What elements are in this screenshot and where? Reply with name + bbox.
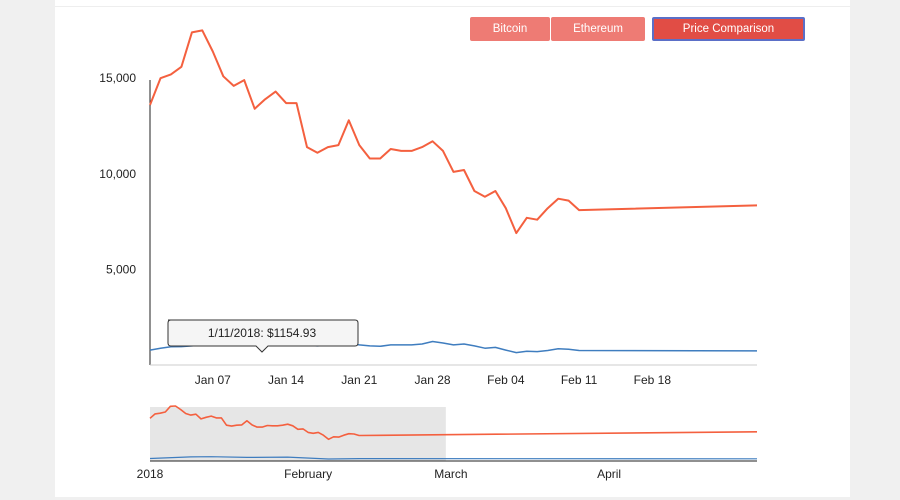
ethereum-button[interactable]: Ethereum [551, 17, 645, 41]
bitcoin-button[interactable]: Bitcoin [470, 17, 550, 41]
y-tick-label: 15,000 [99, 71, 136, 85]
x-tick-label: Feb 04 [487, 373, 525, 387]
navigator-selection[interactable] [150, 407, 446, 461]
navigator-tick-label: February [284, 467, 332, 481]
x-tick-label: Feb 11 [561, 373, 598, 387]
y-tick-label: 10,000 [99, 167, 136, 181]
navigator-tick-label: April [597, 467, 621, 481]
x-tick-label: Jan 14 [268, 373, 304, 387]
x-tick-label: Jan 07 [195, 373, 231, 387]
price-tooltip: 1/11/2018: $1154.93 [167, 319, 359, 353]
navigator-tick-label: March [434, 467, 467, 481]
main-plot[interactable]: 5,000 10,000 15,000 Jan 07 Jan 14 Jan 21 Jan 2… [99, 29, 758, 387]
navigator-bitcoin-line [149, 405, 758, 441]
tooltip-box [167, 319, 359, 353]
x-tick-label: Jan 28 [415, 373, 451, 387]
tooltip-text: 1/11/2018: $1154.93 [208, 326, 317, 340]
x-tick-label: Feb 18 [634, 373, 672, 387]
y-tick-label: 5,000 [106, 262, 136, 276]
bitcoin-price-line [149, 29, 758, 235]
price-comparison-button[interactable]: Price Comparison [652, 17, 805, 41]
range-navigator[interactable]: 2018 February March April [137, 405, 758, 481]
navigator-tick-label: 2018 [137, 467, 164, 481]
card-top-divider [55, 6, 850, 7]
navigator-ethereum-line [149, 456, 758, 460]
x-tick-label: Jan 21 [341, 373, 377, 387]
